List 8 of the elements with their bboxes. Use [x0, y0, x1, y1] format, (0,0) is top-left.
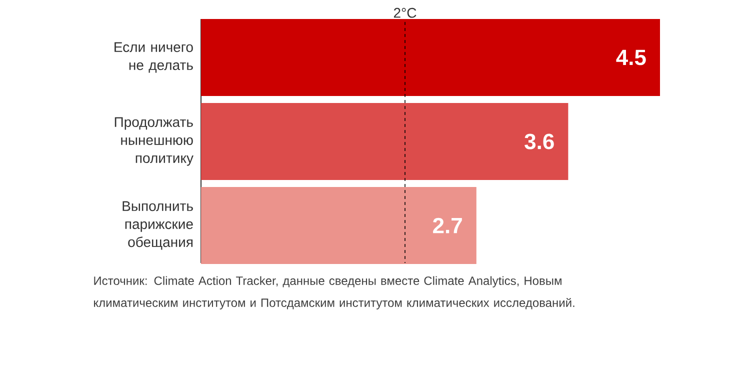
data-label: 3.6	[524, 134, 554, 150]
y-tick-label: Если ничего не делать	[114, 42, 193, 73]
data-label: 4.5	[616, 50, 646, 66]
text: Источник: Climate Action Tracker, данные сведены вместе Climate Analytics, Новым климатическим институтом и Потсдамским институтом климатических исследований.	[94, 276, 574, 310]
data-label: 2.7	[433, 218, 462, 234]
y-tick-label: Продолжать нынешнюю политику	[114, 117, 194, 166]
ref-line-label: 2°C	[394, 8, 416, 18]
y-tick-label: Выполнить парижские обещания	[122, 201, 193, 250]
